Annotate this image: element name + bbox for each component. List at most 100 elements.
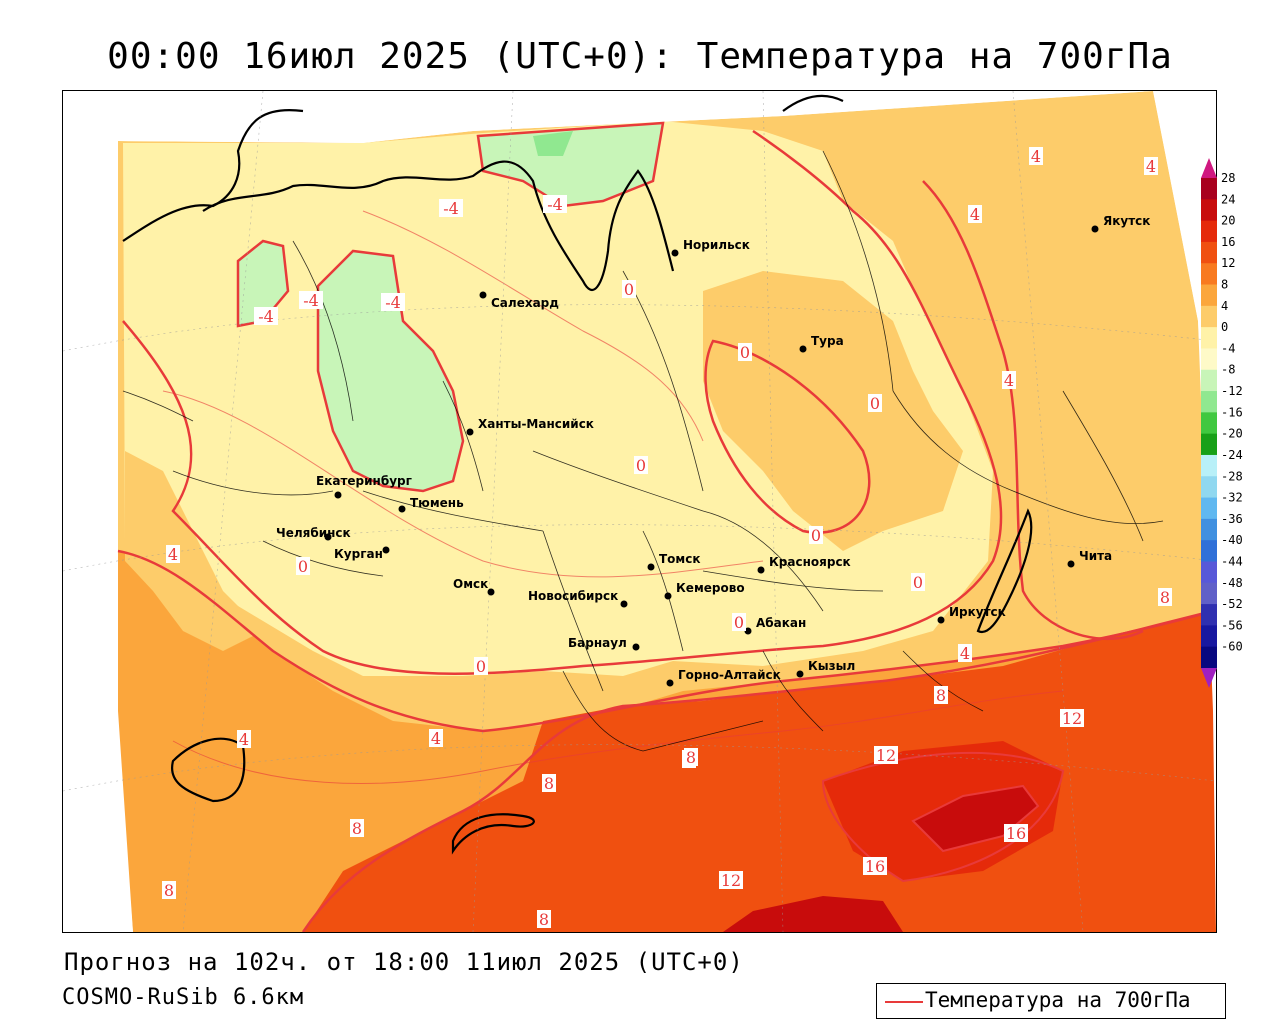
outside-domain-right — [1153, 91, 1216, 932]
city-marker: Ханты-Мансийск — [466, 417, 594, 436]
isotherm-16 — [911, 784, 1040, 853]
isotherm-minus4-nw — [236, 239, 290, 328]
city-dot — [398, 505, 406, 513]
colorbar-swatch — [1201, 540, 1217, 562]
colorbar-label: -20 — [1221, 427, 1243, 441]
city-marker: Барнаул — [568, 636, 640, 651]
colorbar-swatch — [1201, 241, 1217, 264]
zone-minus8-yamal — [533, 131, 573, 156]
contour-label: 16 — [1006, 824, 1026, 843]
contour-label-bg — [1144, 157, 1158, 175]
colorbar-swatch — [1201, 433, 1217, 456]
city-marker: Иркутск — [937, 605, 1006, 624]
contour-label: -4 — [547, 195, 563, 214]
city-marker: Чита — [1067, 549, 1112, 568]
city-dot — [334, 491, 342, 499]
outside-domain-left — [63, 141, 133, 932]
isotherm-12 — [821, 751, 1065, 883]
colorbar-label: 4 — [1221, 299, 1228, 313]
zone-4to8-west — [125, 451, 263, 651]
contour-label-bg — [874, 746, 898, 764]
city-dot — [466, 428, 474, 436]
contour-label-bg — [634, 456, 648, 474]
colorbar-label: 8 — [1221, 278, 1228, 292]
contour-label-bg — [809, 526, 823, 544]
city-dot — [671, 249, 679, 257]
contour-label-bg — [296, 557, 310, 575]
contour-label: 4 — [1146, 157, 1156, 176]
colorbar-swatch — [1201, 412, 1217, 435]
zone-minus4-yamal — [478, 123, 663, 206]
city-dot — [1067, 560, 1075, 568]
model-name: COSMO-RuSib 6.6км — [62, 985, 305, 1010]
city-marker: Салехард — [479, 291, 559, 310]
city-label: Томск — [659, 552, 701, 566]
colorbar-label: -8 — [1221, 363, 1235, 377]
city-dot — [479, 291, 487, 299]
contour-label-bg — [542, 774, 556, 792]
city-label: Красноярск — [769, 555, 851, 569]
colorbar-label: -60 — [1221, 640, 1243, 654]
contour-label-bg — [958, 644, 972, 662]
contour-label: 12 — [876, 746, 896, 765]
contour-label: 8 — [686, 748, 696, 767]
city-dot — [796, 670, 804, 678]
contour-label-bg — [968, 205, 982, 223]
contour-label: 16 — [865, 857, 885, 876]
city-dot — [632, 643, 640, 651]
zone-4to8-east — [703, 271, 963, 551]
contour-label-bg — [738, 343, 752, 361]
isotherm-4-east — [922, 180, 1144, 640]
city-label: Барнаул — [568, 636, 627, 650]
zone-4to8-far-east — [923, 91, 1213, 651]
contour-label-bg — [1029, 147, 1043, 165]
city-marker: Кемерово — [664, 581, 745, 600]
colorbar-label: -56 — [1221, 618, 1243, 632]
colorbar-swatch — [1201, 220, 1217, 243]
admin-boundaries — [122, 150, 1164, 752]
temperature-map: Норильск Салехард Тура Якутск Ханты-Мансийск… — [62, 90, 1217, 933]
city-marker: Якутск — [1091, 214, 1150, 233]
contour-label: 4 — [960, 644, 970, 663]
contour-label: 0 — [913, 573, 923, 592]
colorbar-swatch — [1201, 391, 1217, 413]
city-marker: Челябинск — [276, 526, 351, 541]
city-dot — [664, 592, 672, 600]
contour-label-bg — [1060, 709, 1084, 727]
city-dot — [744, 627, 752, 635]
colorbar-swatch — [1201, 625, 1217, 648]
contour-label-bg — [934, 686, 948, 704]
contour-label: 0 — [624, 280, 634, 299]
city-marker: Омск — [453, 577, 495, 596]
contour-label-bg — [863, 857, 887, 875]
city-label: Екатеринбург — [316, 474, 412, 488]
colorbar-label: 28 — [1221, 171, 1235, 185]
contour-label-bg — [474, 657, 488, 675]
contour-label: 0 — [298, 557, 308, 576]
city-dot — [382, 546, 390, 554]
isotherm-thin-1 — [162, 390, 764, 578]
city-marker: Тюмень — [398, 496, 464, 513]
colorbar-label: -24 — [1221, 448, 1243, 462]
city-marker: Норильск — [671, 238, 750, 257]
colorbar-swatch — [1201, 305, 1217, 328]
contour-label-bg — [237, 730, 251, 748]
colorbar-swatch — [1201, 604, 1217, 626]
contour-label-bg — [537, 910, 551, 928]
contour-label: 0 — [740, 343, 750, 362]
contour-label: 0 — [476, 657, 486, 676]
city-label: Курган — [334, 547, 383, 561]
city-dot — [647, 563, 655, 571]
colorbar-label: 0 — [1221, 320, 1228, 334]
contour-label-bg — [166, 545, 180, 563]
contour-label: 0 — [636, 456, 646, 475]
city-marker: Кызыл — [796, 659, 855, 678]
city-marker: Новосибирск — [528, 589, 628, 608]
contour-label: 12 — [1062, 709, 1082, 728]
contour-label: 4 — [970, 205, 980, 224]
contour-label: 8 — [544, 774, 554, 793]
kara-sea-coast — [202, 160, 675, 291]
legend-line-swatch — [885, 1001, 923, 1003]
temperature-field — [63, 91, 1216, 932]
contour-labels-layer: 444444444-4-4-4-4-4000000000888888812121… — [162, 147, 1172, 929]
